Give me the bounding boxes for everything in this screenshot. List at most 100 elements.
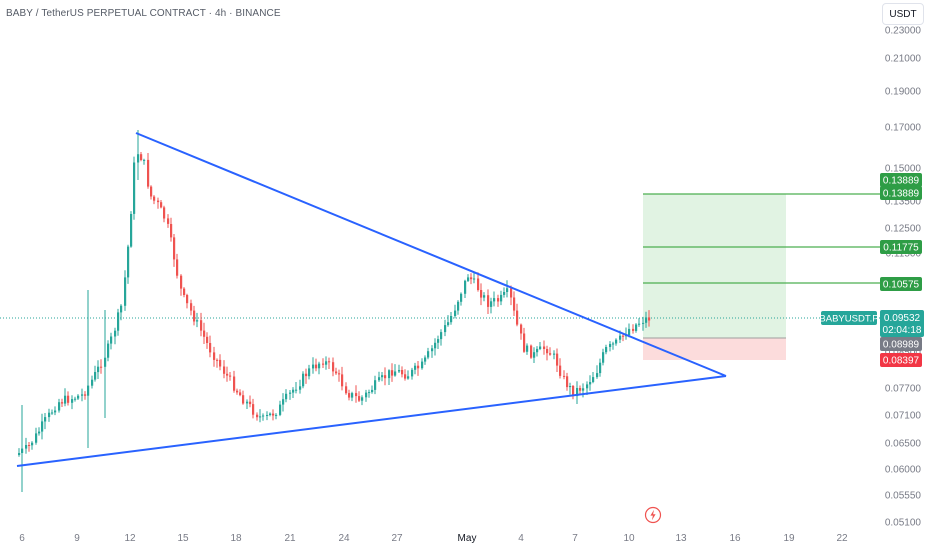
candle-body (35, 433, 38, 443)
candle-body (160, 202, 163, 208)
candle-body (378, 377, 381, 381)
y-tick-label: 0.06500 (885, 439, 922, 450)
currency-button[interactable]: USDT (882, 3, 924, 25)
x-tick-label: 7 (572, 533, 578, 544)
candle-body (295, 389, 298, 391)
candle-body (434, 342, 437, 349)
candle-body (576, 388, 579, 397)
candle-body (440, 332, 443, 340)
candle-body (549, 353, 552, 355)
price-label-bg (880, 353, 922, 367)
x-tick-label: 4 (518, 533, 524, 544)
candle-body (246, 401, 249, 404)
candle-body (407, 376, 410, 379)
candle-body (25, 445, 28, 449)
candle-body (117, 312, 120, 331)
price-label: 0.13889 (883, 189, 920, 200)
candle-body (596, 373, 599, 378)
candle-body (556, 353, 559, 366)
candle-body (464, 280, 467, 294)
candle-body (44, 417, 47, 422)
candle-body (483, 295, 486, 298)
y-tick-label: 0.06000 (885, 465, 922, 476)
bar-countdown: 02:04:18 (883, 325, 922, 336)
candle-body (516, 310, 519, 325)
candle-body (450, 316, 453, 323)
price-label-bg (880, 337, 922, 351)
candle-body (58, 402, 61, 411)
candle-body (216, 359, 219, 361)
candle-body (546, 349, 549, 354)
y-tick-label: 0.21000 (885, 54, 922, 65)
candle-body (318, 363, 321, 369)
y-tick-label: 0.15000 (885, 164, 922, 175)
candle-body (381, 375, 384, 378)
candle-body (213, 352, 216, 360)
candle-body (289, 392, 292, 394)
flash-icon[interactable] (644, 506, 662, 524)
candle-body (226, 373, 229, 376)
candle-body (572, 386, 575, 397)
candle-body (219, 359, 222, 367)
candle-body (21, 448, 24, 453)
symbol-label: BABYUSDT.P (819, 314, 878, 325)
candlesticks (18, 130, 651, 492)
candle-body (332, 362, 335, 372)
candle-body (473, 278, 476, 280)
candle-body (635, 324, 638, 331)
lower-trendline (16, 375, 727, 467)
candle-body (612, 343, 615, 345)
candle-body (186, 295, 189, 304)
candle-body (642, 322, 645, 324)
candle-body (285, 393, 288, 400)
triangle-pattern (16, 132, 727, 467)
candle-body (223, 366, 226, 374)
candle-body (454, 310, 457, 316)
candle-body (431, 348, 434, 352)
candle-body (645, 317, 648, 323)
price-label: 0.13889 (883, 176, 920, 187)
candle-body (322, 363, 325, 365)
candle-body (365, 392, 368, 398)
x-tick-label: 21 (284, 533, 296, 544)
candle-body (94, 372, 97, 380)
candle-body (348, 393, 351, 398)
candle-body (249, 401, 252, 405)
candle-body (18, 453, 21, 455)
candle-body (124, 277, 127, 306)
candle-body (87, 385, 90, 396)
current-price: 0.09532 (884, 313, 921, 324)
loss-zone (643, 338, 786, 360)
x-tick-label: 19 (783, 533, 795, 544)
candle-body (388, 370, 391, 379)
profit-zone (643, 194, 786, 338)
candle-body (38, 431, 41, 434)
candle-body (239, 392, 242, 396)
y-tick-label: 0.23000 (885, 26, 922, 37)
candle-body (97, 366, 100, 373)
candle-body (140, 154, 143, 160)
candle-body (292, 389, 295, 393)
candle-body (599, 362, 602, 374)
candle-body (523, 333, 526, 352)
candle-body (427, 351, 430, 358)
candle-body (170, 224, 173, 238)
candle-body (107, 343, 110, 358)
candle-body (424, 357, 427, 362)
candle-body (262, 415, 265, 417)
candle-body (615, 339, 618, 344)
candle-body (411, 369, 414, 377)
candle-body (530, 345, 533, 358)
candle-body (358, 396, 361, 401)
candle-body (229, 375, 232, 377)
candle-body (183, 288, 186, 295)
candle-body (173, 237, 176, 260)
x-tick-label: 10 (623, 533, 635, 544)
candle-body (619, 335, 622, 340)
candle-body (110, 336, 113, 344)
candle-body (48, 412, 51, 418)
time-axis[interactable]: 6 9 12 15 18 21 24 27 May 4 7 10 13 16 19 22 (19, 533, 848, 544)
target-lines (643, 193, 880, 339)
candle-body (414, 365, 417, 370)
